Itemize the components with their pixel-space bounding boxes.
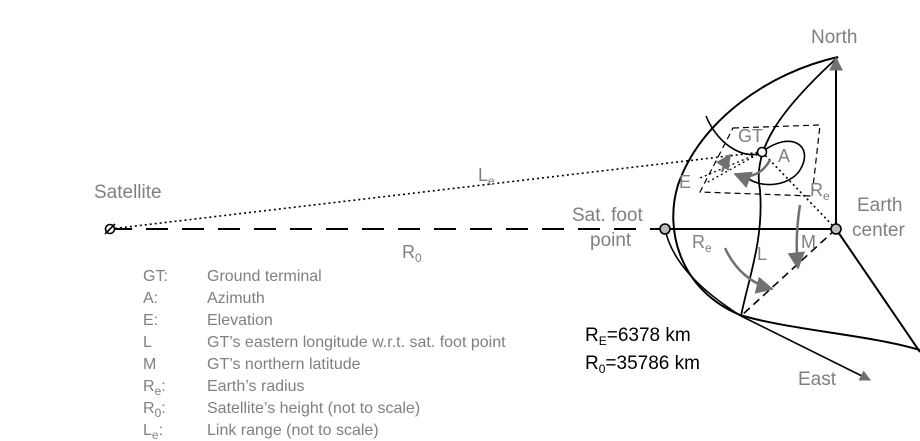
legend-row: E: Elevation [143,312,273,329]
re-label-lower: Re [692,232,712,255]
gt-point [756,146,768,158]
sat-foot-label-line1: Sat. foot [572,205,643,226]
legend-description: Azimuth [207,290,265,307]
le-label: Le [478,165,495,188]
legend-symbol: R0: [143,400,166,420]
elevation-label: E [679,172,691,192]
azimuth-label: A [778,146,790,166]
latitude-arrow [787,204,805,270]
constants-block: RE=6378 km R0=35786 km [585,325,700,376]
earth-radius-constant: RE=6378 km [585,325,691,348]
equator-arc [664,228,742,317]
legend-row: Le: Link range (not to scale) [143,422,379,441]
east-axis [835,228,920,353]
legend-description: Earth’s radius [207,378,305,395]
legend-symbol: A: [143,290,158,307]
legend: GT: Ground terminal A: Azimuth E: Elevat… [143,268,506,441]
legend-row: A: Azimuth [143,290,265,307]
legend-row: R0: Satellite’s height (not to scale) [143,400,420,420]
gt-latitude-curve [705,115,806,186]
meridian-radius [740,228,837,317]
legend-description: Elevation [207,312,273,329]
earth-center-point [830,223,842,235]
legend-symbol: Le: [143,422,163,441]
earth-center-label-line1: Earth [857,195,902,216]
sat-foot-point [659,223,671,235]
azimuth-arrow [733,159,772,188]
legend-description: GT’s eastern longitude w.r.t. sat. foot … [207,334,506,351]
legend-description: GT’s northern latitude [207,356,361,373]
satellite-label: Satellite [94,182,162,203]
le-link-line [109,151,763,230]
legend-symbol: GT: [143,268,168,285]
horizon-line [699,151,763,179]
legend-row: L GT’s eastern longitude w.r.t. sat. foo… [143,334,506,351]
legend-description: Satellite’s height (not to scale) [207,400,420,417]
earth-center-label-line2: center [852,220,905,241]
legend-row: Re: Earth’s radius [143,378,305,398]
sat-foot-label-line2: point [590,230,632,251]
north-label: North [811,27,857,48]
latitude-label: M [801,232,816,252]
gt-label: GT [738,126,763,146]
legend-symbol: L [143,334,152,351]
gt-meridian [740,56,839,317]
east-label: East [798,369,837,390]
longitude-arrow [723,247,774,294]
legend-symbol: E: [143,312,158,329]
legend-row: GT: Ground terminal [143,268,322,285]
tangent-plane [699,124,821,197]
east-arrow [740,315,872,381]
r0-label: R0 [402,242,422,265]
legend-symbol: Re: [143,378,166,398]
satellite-height-constant: R0=35786 km [585,353,700,376]
re-label-upper: Re [810,180,830,203]
satellite-point-slash [104,223,116,235]
legend-description: Ground terminal [207,268,322,285]
elevation-arrow [715,153,731,173]
legend-row: M GT’s northern latitude [143,356,361,373]
earth-outline [672,56,920,351]
longitude-label: L [757,244,767,264]
legend-description: Link range (not to scale) [207,422,379,439]
legend-symbol: M [143,356,156,373]
elevation-line [705,151,763,184]
